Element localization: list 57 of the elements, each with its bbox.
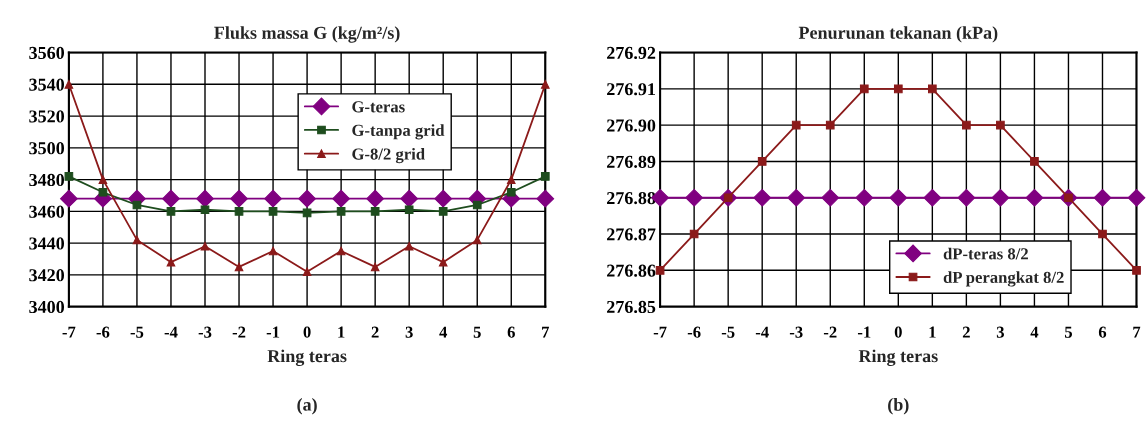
x-tick-label: 4 <box>439 326 448 338</box>
x-tick-label: 7 <box>1133 326 1141 338</box>
y-tick-label: 3460 <box>29 205 65 218</box>
legend-label: G-teras <box>352 101 405 113</box>
y-tick-label: 276.92 <box>607 46 656 60</box>
x-axis-title: Ring teras <box>858 349 938 367</box>
x-tick-label: -6 <box>96 326 110 338</box>
x-tick-label: -5 <box>130 326 144 338</box>
legend-label: G-8/2 grid <box>352 147 425 164</box>
x-tick-label: 2 <box>962 326 970 338</box>
x-tick-label: -1 <box>266 326 280 338</box>
y-tick-label: 276.90 <box>607 119 656 132</box>
y-tick-label: 3560 <box>29 46 65 59</box>
y-tick-label: 3420 <box>29 269 65 282</box>
x-tick-label: 1 <box>338 326 345 338</box>
y-tick-label: 3440 <box>29 237 65 250</box>
x-tick-label: -7 <box>62 326 76 338</box>
y-tick-label: 276.87 <box>607 228 656 241</box>
x-tick-label: 0 <box>303 326 311 338</box>
y-tick-label: 3500 <box>29 142 65 155</box>
x-tick-label: 5 <box>473 326 481 338</box>
x-axis-title: Ring teras <box>267 349 347 367</box>
x-tick-label: 1 <box>929 326 936 338</box>
y-tick-label: 3400 <box>29 300 65 314</box>
y-tick-label: 3480 <box>29 173 65 187</box>
x-tick-label: -4 <box>164 326 178 338</box>
text: (a) <box>297 398 317 415</box>
chart-title: Fluks massa G (kg/m²/s) <box>214 26 400 43</box>
x-tick-label: 2 <box>371 326 379 338</box>
x-tick-label: 3 <box>405 326 413 338</box>
legend-label: dP-teras 8/2 <box>943 247 1028 260</box>
x-tick-label: -7 <box>653 326 667 338</box>
x-tick-label: -4 <box>755 326 769 338</box>
text: (b) <box>888 398 909 415</box>
y-tick-label: 3540 <box>29 78 65 91</box>
x-tick-label: 6 <box>1098 326 1107 338</box>
x-tick-label: 5 <box>1064 326 1073 338</box>
x-tick-label: -3 <box>198 326 212 338</box>
x-tick-label: -2 <box>232 326 246 338</box>
y-tick-label: 276.85 <box>607 300 656 314</box>
y-tick-label: 276.89 <box>607 155 656 168</box>
x-tick-label: -1 <box>857 326 871 338</box>
x-tick-label: -6 <box>687 326 701 338</box>
y-tick-label: 276.86 <box>607 264 656 277</box>
legend-label: G-tanpa grid <box>352 124 445 140</box>
x-tick-label: 4 <box>1030 326 1039 338</box>
chart-title: Penurunan tekanan (kPa) <box>798 26 998 43</box>
x-tick-label: 0 <box>894 326 902 338</box>
x-tick-label: 7 <box>542 326 550 338</box>
legend-label: dP perangkat 8/2 <box>943 271 1064 287</box>
y-tick-label: 276.91 <box>607 83 655 96</box>
x-tick-label: -5 <box>721 326 735 338</box>
x-tick-label: 3 <box>996 326 1004 338</box>
x-tick-label: -3 <box>789 326 803 338</box>
x-tick-label: 6 <box>507 326 515 338</box>
x-tick-label: -2 <box>823 326 837 338</box>
y-tick-label: 3520 <box>29 110 65 123</box>
